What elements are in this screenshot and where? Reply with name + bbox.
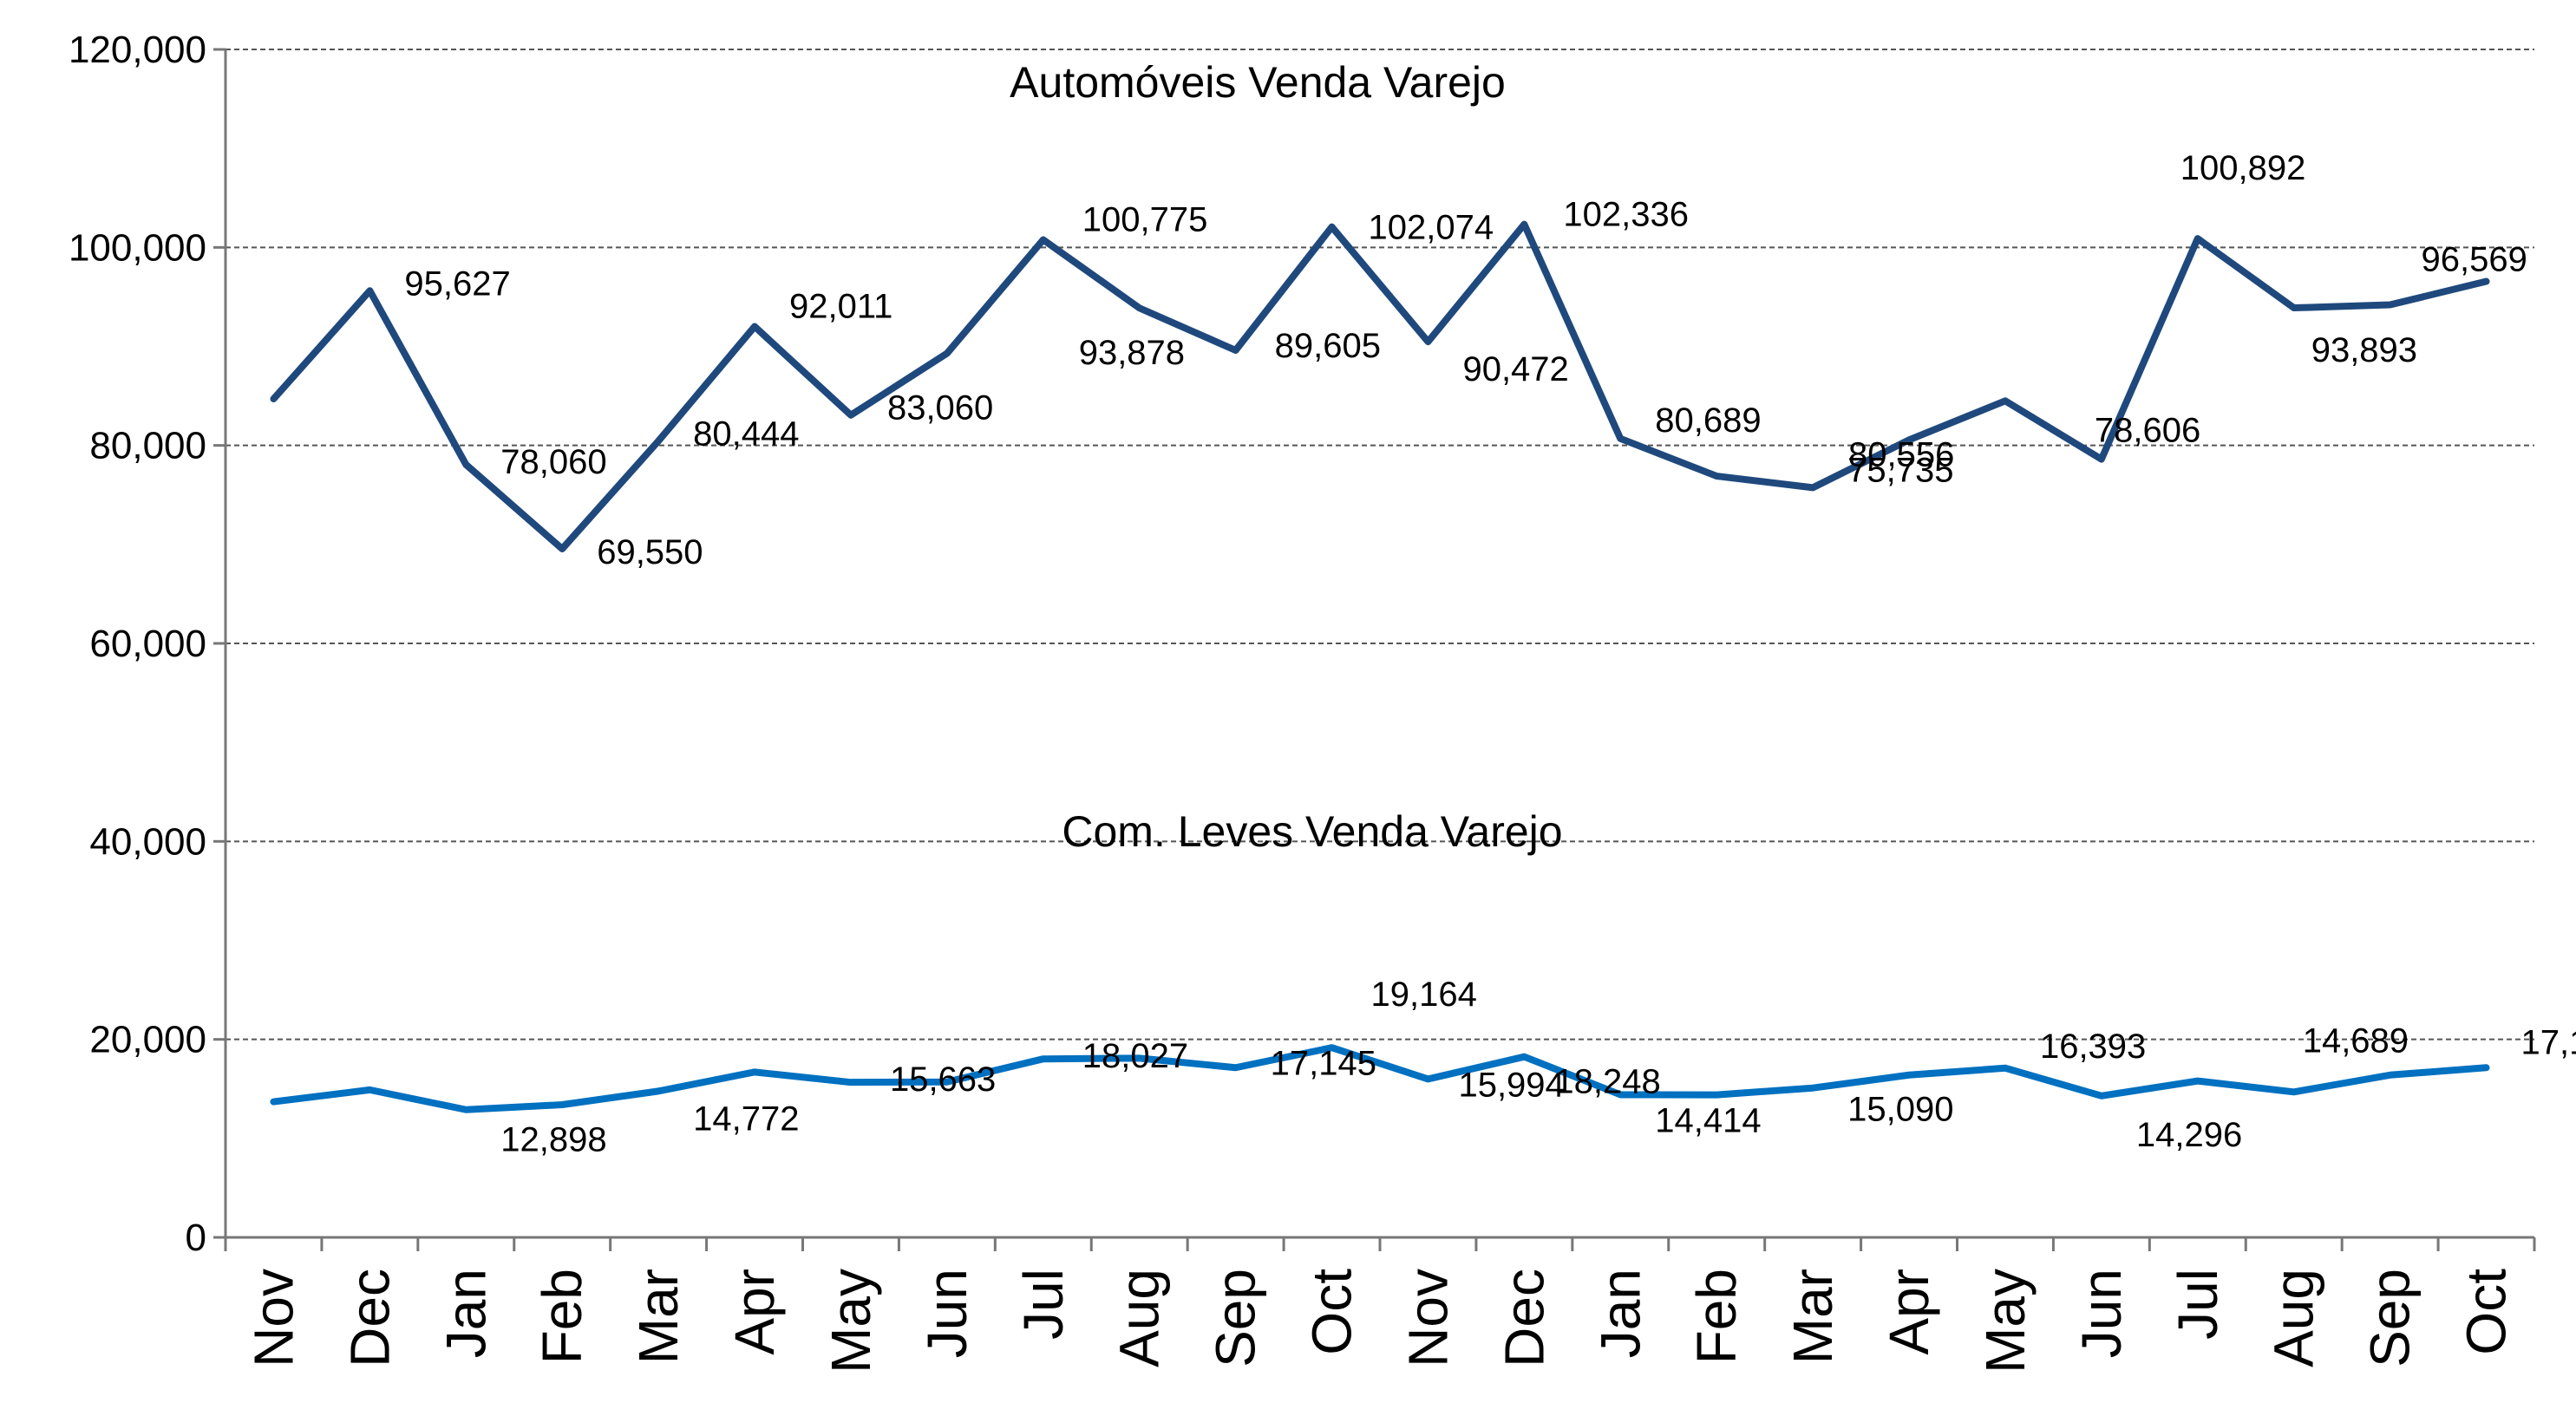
x-tick-label: Jul	[2167, 1269, 2229, 1340]
series-title: Automóveis Venda Varejo	[1010, 58, 1506, 107]
data-label: 17,145	[1271, 1044, 1376, 1082]
data-label: 15,663	[890, 1060, 996, 1099]
x-tick-label: Sep	[2359, 1269, 2422, 1367]
x-tick-label: Jun	[2070, 1269, 2133, 1358]
series-group: 12,898 14,772 15,663 18,027 17,145 19,164 15,9…	[270, 976, 2576, 1159]
data-label: 15,994	[1458, 1066, 1564, 1104]
x-tick-label: Jul	[1012, 1269, 1075, 1340]
x-tick-label: Feb	[531, 1269, 593, 1364]
data-label: 80,689	[1655, 401, 1761, 440]
series-line	[270, 220, 2490, 552]
x-tick-label: Dec	[1493, 1269, 1555, 1367]
data-label: 18,248	[1554, 1063, 1660, 1101]
data-label: 19,164	[1371, 976, 1477, 1014]
data-label: 102,336	[1563, 196, 1689, 234]
data-label: 96,569	[2422, 241, 2527, 279]
x-tick-label: Mar	[627, 1269, 690, 1364]
data-label: 18,027	[1082, 1037, 1188, 1075]
data-label: 75,735	[1847, 451, 1953, 489]
series-title: Com. Leves Venda Varejo	[1062, 807, 1562, 856]
y-tick-label: 0	[186, 1217, 206, 1259]
data-label: 78,060	[500, 443, 606, 481]
x-tick-label: Nov	[1396, 1269, 1459, 1367]
data-label: 15,090	[1847, 1091, 1953, 1129]
data-label: 93,893	[2311, 331, 2417, 369]
series-group: 95,627 78,060 69,550 80,444 92,011 83,060 100,…	[270, 149, 2527, 571]
x-tick-label: Apr	[723, 1269, 786, 1355]
y-tick-label: 40,000	[89, 820, 206, 863]
x-tick-label: Apr	[1878, 1269, 1940, 1355]
y-tick-label: 20,000	[89, 1019, 206, 1061]
x-tick-label: Oct	[2455, 1269, 2518, 1355]
x-tick-label: Aug	[2263, 1269, 2325, 1367]
data-label: 90,472	[1462, 350, 1568, 388]
data-label: 93,878	[1079, 334, 1185, 372]
x-tick-label: Oct	[1301, 1269, 1363, 1355]
data-label: 12,898	[500, 1121, 606, 1159]
x-tick-label: May	[820, 1269, 882, 1374]
data-label: 80,444	[693, 415, 799, 454]
gridlines	[226, 49, 2534, 1041]
y-tick-label: 80,000	[89, 425, 206, 467]
data-label: 100,775	[1082, 200, 1208, 238]
data-label: 14,414	[1655, 1101, 1761, 1139]
data-label: 80,556	[1848, 435, 1954, 473]
series-line	[270, 1044, 2490, 1113]
x-tick-label: Sep	[1205, 1269, 1267, 1367]
x-tick-label: Dec	[338, 1269, 401, 1367]
y-tick-label: 100,000	[69, 226, 206, 269]
data-label: 78,606	[2095, 412, 2200, 450]
data-label: 17,144	[2521, 1023, 2576, 1061]
y-tick-label: 60,000	[89, 623, 206, 665]
data-label: 83,060	[887, 389, 993, 427]
x-tick-label: Feb	[1685, 1269, 1748, 1364]
data-label: 92,011	[789, 288, 892, 326]
x-tick-label: Aug	[1108, 1269, 1171, 1367]
x-tick-label: Jan	[1589, 1269, 1651, 1358]
x-tick-label: May	[1974, 1269, 2037, 1374]
x-tick-label: Jun	[916, 1269, 978, 1358]
data-label: 14,689	[2303, 1021, 2409, 1060]
data-label: 100,892	[2180, 149, 2306, 187]
data-label: 102,074	[1369, 209, 1494, 247]
data-label: 89,605	[1275, 327, 1381, 365]
x-tick-label: Nov	[242, 1269, 304, 1367]
data-label: 69,550	[597, 533, 703, 571]
data-label: 95,627	[404, 264, 510, 303]
data-label: 14,296	[2136, 1116, 2242, 1154]
data-label: 16,393	[2040, 1028, 2146, 1066]
x-tick-label: Jan	[435, 1269, 497, 1358]
data-label: 14,772	[693, 1100, 799, 1138]
x-tick-label: Mar	[1782, 1269, 1844, 1364]
y-tick-label: 120,000	[69, 29, 206, 71]
